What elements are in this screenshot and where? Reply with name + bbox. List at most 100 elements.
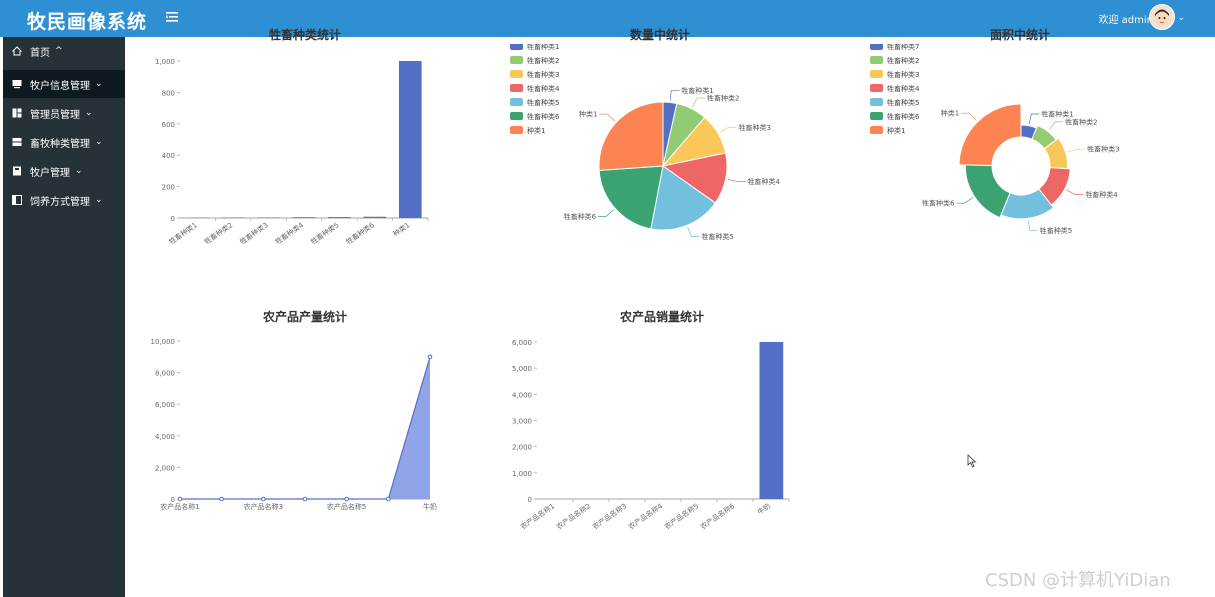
quantity-slice — [650, 165, 716, 231]
chart-title-sales: 农产品销量统计 — [619, 310, 704, 324]
quantity-label-line — [687, 227, 700, 237]
area-slice-label: 种类1 — [941, 109, 959, 118]
legend-swatch — [510, 70, 523, 78]
quantity-slice — [598, 165, 664, 230]
x-tick-label: 农产品名称6 — [699, 501, 737, 531]
area-rose-chart: 牲畜种类7牲畜种类2牲畜种类3牲畜种类4牲畜种类5牲畜种类6种类1牲畜种类1牲畜… — [870, 44, 1120, 235]
sales-y-tick-label: 5,000 — [512, 365, 532, 373]
sidebar-item-feeding[interactable]: 饲养方式管理 ⌄ — [3, 186, 125, 214]
legend-swatch — [510, 98, 523, 106]
quantity-slice — [598, 101, 664, 171]
sidebar-item-herder-info[interactable]: 牧户信息管理 ⌄ — [3, 70, 125, 98]
server-icon — [12, 138, 22, 146]
user-avatar[interactable] — [1149, 4, 1175, 30]
menu-toggle-icon[interactable] — [164, 9, 180, 25]
sidebar-item-herder[interactable]: 牧户管理 ⌄ — [3, 157, 125, 185]
livestock-y-tick-label: 800 — [162, 89, 175, 97]
legend-swatch — [870, 98, 883, 106]
legend-swatch — [510, 56, 523, 64]
user-dropdown-chevron-icon[interactable]: ⌄ — [1177, 13, 1185, 23]
chevron-down-icon: ⌄ — [75, 166, 83, 176]
area-slice-label: 牲畜种类3 — [1087, 145, 1119, 154]
quantity-slice-label: 牲畜种类1 — [681, 86, 713, 95]
area-label-line — [956, 197, 973, 204]
x-tick-label: 牛奶 — [756, 501, 773, 516]
x-tick-label: 牲畜种类2 — [203, 220, 235, 246]
area-label-line — [1067, 148, 1086, 153]
data-point — [261, 496, 266, 502]
production-area-chart: 0 2,000 4,000 6,000 8,000 10,000 农产品名称1 农产品名称3 农… — [151, 338, 438, 511]
sidebar-item-livestock-type[interactable]: 畜牧种类管理 ⌄ — [3, 128, 125, 156]
sidebar-item-label: 管理员管理 — [30, 109, 80, 121]
area-label-line — [1048, 121, 1064, 131]
home-icon — [12, 46, 22, 56]
legend-swatch — [870, 84, 883, 92]
layout-icon — [12, 195, 22, 205]
production-y-tick-label: 4,000 — [155, 433, 175, 441]
area-label-line — [1066, 189, 1084, 195]
x-tick-label: 种类1 — [391, 220, 411, 238]
area-fill — [180, 356, 430, 499]
legend-label: 种类1 — [527, 126, 545, 135]
sales-y-tick-label: 4,000 — [512, 391, 532, 399]
livestock-y-tick-label: 1,000 — [155, 58, 175, 66]
legend-label: 牲畜种类2 — [887, 56, 919, 65]
legend-label: 牲畜种类3 — [887, 70, 919, 79]
chevron-down-icon: ⌄ — [85, 108, 93, 118]
dashboard-icon — [12, 108, 22, 118]
bar — [328, 217, 351, 218]
data-point — [177, 496, 183, 502]
quantity-slice-label: 牲畜种类3 — [738, 123, 770, 132]
legend-label: 牲畜种类6 — [887, 112, 920, 121]
x-tick-label: 牲畜种类3 — [238, 220, 270, 246]
quantity-label-line — [669, 90, 680, 101]
sidebar-item-label: 牧户信息管理 — [30, 80, 90, 92]
area-label-line — [1028, 220, 1038, 231]
x-tick-label: 农产品名称3 — [591, 501, 628, 531]
quantity-label-line — [719, 127, 737, 133]
legend-label: 牲畜种类6 — [527, 112, 560, 121]
area-label-line — [961, 112, 977, 121]
chart-title-livestock-type: 牲畜种类统计 — [268, 28, 341, 42]
legend-swatch — [870, 70, 883, 78]
data-point — [386, 496, 391, 502]
x-tick-label: 牲畜种类4 — [273, 220, 305, 246]
sidebar-item-home[interactable]: 首页 ^ — [3, 37, 125, 65]
quantity-slice-label: 牲畜种类4 — [747, 177, 780, 186]
mouse-cursor-icon — [967, 454, 977, 468]
x-tick-label: 牲畜种类1 — [167, 220, 199, 246]
chevron-down-icon: ⌄ — [95, 79, 103, 89]
chart-title-production: 农产品产量统计 — [262, 310, 347, 324]
x-tick-label: 农产品名称4 — [627, 501, 665, 531]
top-header: 牧民画像系统 欢迎 admin ⌄ — [0, 0, 1215, 37]
sales-y-tick-label: 0 — [528, 496, 532, 504]
legend-label: 牲畜种类5 — [527, 98, 559, 107]
quantity-label-line — [727, 179, 746, 182]
legend-swatch — [870, 126, 883, 134]
x-tick-label: 牲畜种类5 — [309, 220, 341, 246]
legend-label: 牲畜种类7 — [887, 44, 919, 51]
bar — [363, 216, 387, 218]
series-line — [180, 356, 431, 500]
quantity-label-line — [692, 97, 706, 108]
csdn-watermark: CSDN @计算机YiDian — [985, 570, 1171, 591]
legend-label: 牲畜种类3 — [527, 70, 559, 79]
x-tick-label: 农产品名称5 — [327, 502, 366, 511]
sidebar: 首页 ^ 牧户信息管理 ⌄ 管理员管理 ⌄ 畜牧种类管理 ⌄ 牧户管理 ⌄ 饲养… — [3, 37, 125, 597]
sales-y-tick-label: 3,000 — [512, 418, 532, 426]
sidebar-item-admin[interactable]: 管理员管理 ⌄ — [3, 99, 125, 127]
livestock-y-tick-label: 0 — [171, 215, 175, 223]
x-tick-label: 牲畜种类6 — [344, 220, 376, 246]
x-tick-label: 牛奶 — [423, 502, 437, 511]
app-title: 牧民画像系统 — [27, 11, 148, 33]
sidebar-item-label: 首页 — [30, 47, 50, 59]
production-y-tick-label: 10,000 — [151, 338, 176, 346]
quantity-slice-label: 牲畜种类2 — [707, 94, 739, 103]
x-tick-label: 农产品名称2 — [555, 501, 592, 531]
sales-y-tick-label: 2,000 — [512, 444, 532, 452]
quantity-slice-label: 牲畜种类5 — [701, 232, 733, 241]
data-point — [344, 496, 349, 502]
legend-swatch — [510, 84, 523, 92]
sales-y-tick-label: 1,000 — [512, 470, 532, 478]
